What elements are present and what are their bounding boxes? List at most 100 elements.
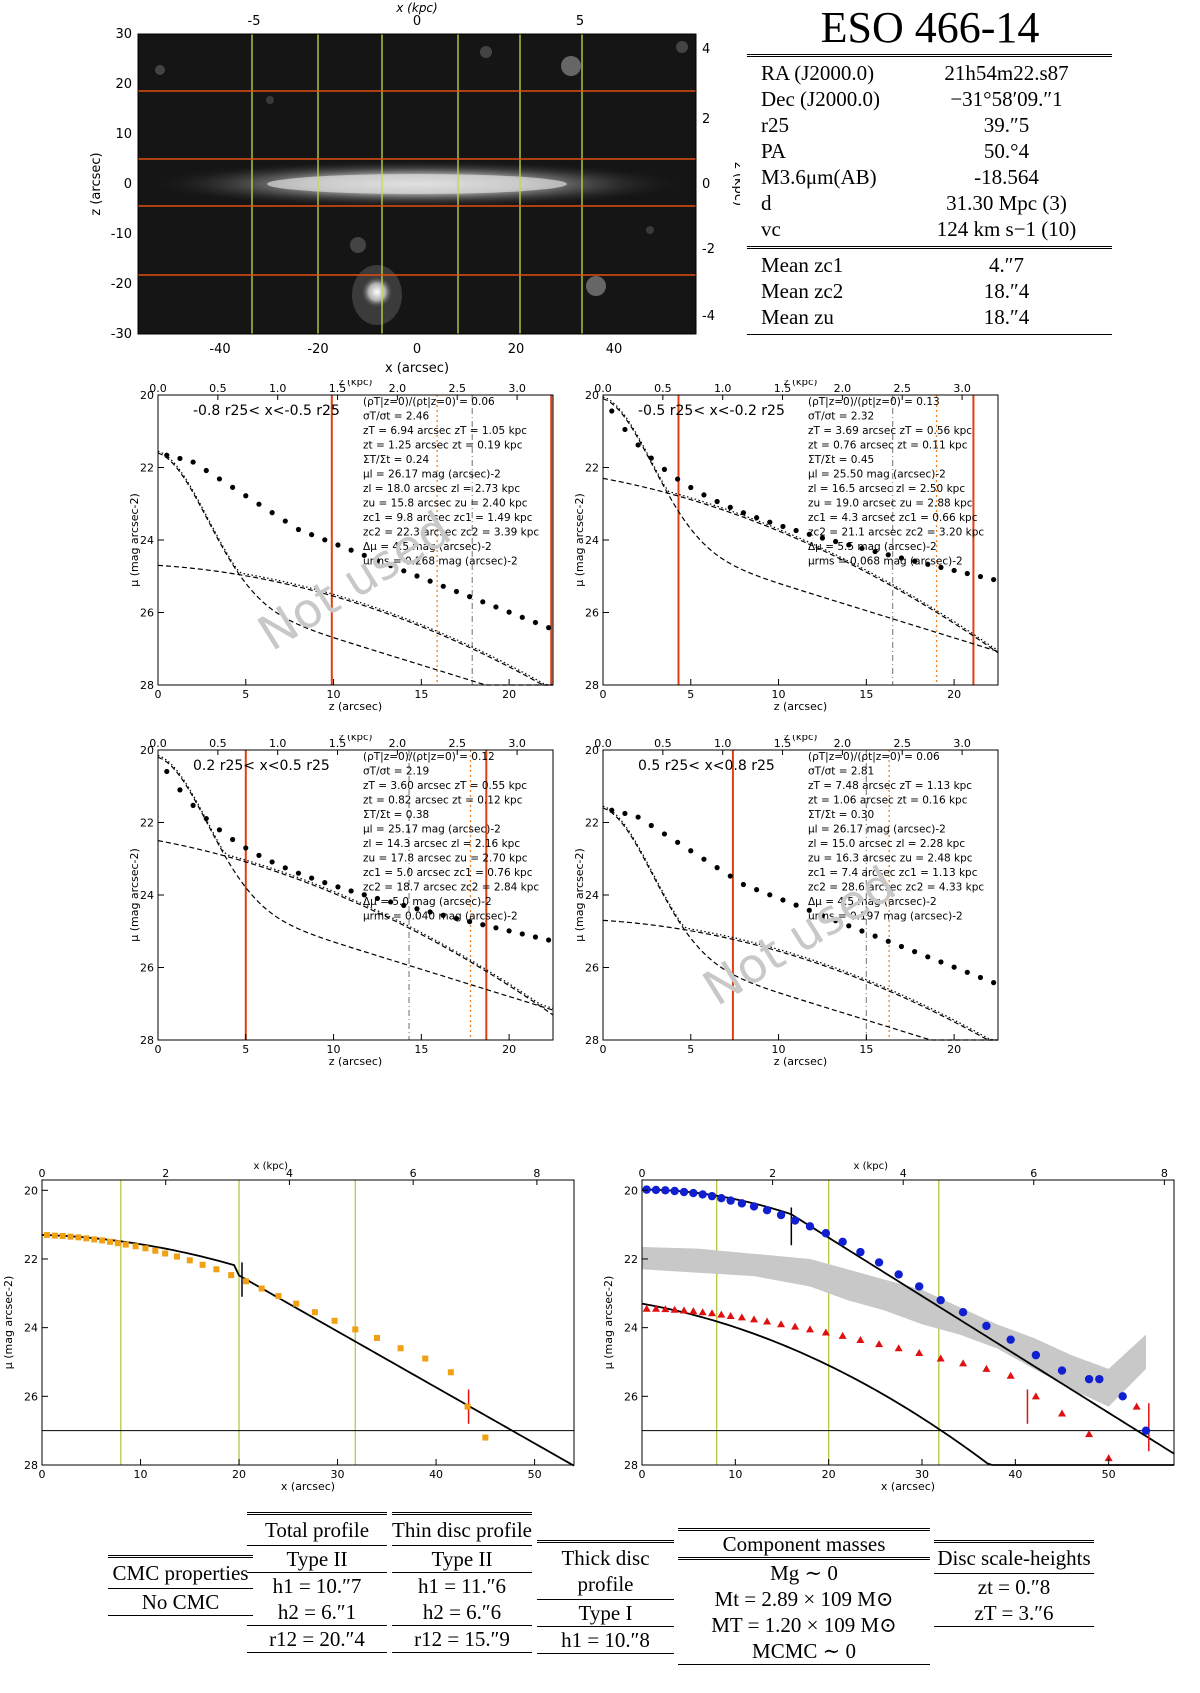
- property-row: vc 124 km s−1 (10): [747, 216, 1112, 242]
- profile-point: [335, 542, 341, 548]
- range-label: -0.8 r25< x<-0.5 r25: [193, 403, 340, 419]
- profile-point: [282, 865, 288, 871]
- svg-text:2.0: 2.0: [389, 737, 407, 750]
- property-value: 4.″7: [989, 253, 1024, 277]
- radial-point: [422, 1355, 429, 1362]
- property-row: r25 39.″5: [747, 112, 1112, 138]
- radial-point: [114, 1240, 121, 1247]
- fit-parameter: zc2 = 18.7 arcsec zc2 = 2.84 kpc: [363, 882, 539, 894]
- profile-point: [912, 558, 918, 564]
- profile-point: [519, 931, 525, 937]
- svg-text:2: 2: [769, 1167, 776, 1180]
- svg-text:20: 20: [502, 1043, 516, 1056]
- svg-text:z (arcsec): z (arcsec): [774, 1055, 827, 1068]
- profile-point: [885, 552, 891, 558]
- fit-parameter: (ρT|z=0)/(ρt|z=0) = 0.06: [808, 751, 940, 763]
- radial-point: [856, 1247, 865, 1257]
- radial-point: [1095, 1374, 1104, 1384]
- radial-point: [821, 1229, 831, 1238]
- fit-parameter: μl = 26.17 mag (arcsec)-2: [363, 469, 501, 481]
- svg-text:20: 20: [822, 1468, 836, 1481]
- fit-parameter: Δμ = 4.5 mag (arcsec)-2: [363, 541, 492, 553]
- profile-point: [427, 578, 433, 584]
- profile-point: [453, 915, 460, 922]
- fit-parameter: zl = 14.3 arcsec zl = 2.16 kpc: [363, 838, 520, 850]
- profile-point: [440, 583, 446, 589]
- svg-text:15: 15: [414, 688, 428, 701]
- profile-point: [401, 568, 407, 574]
- fit-parameter: zu = 17.8 arcsec zu = 2.70 kpc: [363, 853, 528, 865]
- radial-point: [894, 1344, 903, 1352]
- svg-text:20: 20: [947, 688, 961, 701]
- svg-text:0: 0: [413, 342, 421, 357]
- property-value: 18.″4: [983, 279, 1030, 303]
- fit-parameter: (ρT|z=0)/(ρt|z=0) = 0.12: [363, 751, 495, 763]
- radial-point: [99, 1237, 106, 1244]
- profile-point: [243, 493, 249, 499]
- svg-text:4: 4: [286, 1167, 293, 1180]
- profile-point: [819, 912, 826, 919]
- svg-text:28: 28: [585, 1034, 599, 1047]
- profile-point: [951, 567, 957, 574]
- property-row: PA 50.°4: [747, 138, 1112, 164]
- fit-parameter: zu = 16.3 arcsec zu = 2.48 kpc: [808, 853, 973, 865]
- svg-text:-4: -4: [702, 309, 715, 324]
- property-value: 50.°4: [983, 139, 1030, 163]
- svg-text:3.0: 3.0: [953, 382, 971, 395]
- profile-point: [546, 625, 552, 631]
- profile-point: [727, 873, 733, 879]
- svg-text:μ (mag arcsec-2): μ (mag arcsec-2): [575, 493, 586, 587]
- profile-point: [388, 563, 394, 569]
- radial-point: [75, 1234, 82, 1241]
- property-label: d: [761, 191, 772, 215]
- profile-point: [727, 504, 733, 510]
- property-value: -18.564: [974, 165, 1039, 189]
- svg-text:40: 40: [429, 1468, 443, 1481]
- svg-text:μ (mag arcsec-2): μ (mag arcsec-2): [602, 1276, 615, 1370]
- profile-point: [872, 548, 878, 555]
- profile-point: [661, 466, 668, 472]
- radial-point: [777, 1320, 786, 1328]
- radial-point: [122, 1241, 129, 1248]
- profile-point: [164, 452, 170, 458]
- svg-text:20: 20: [508, 342, 525, 357]
- profile-point: [964, 969, 970, 975]
- svg-text:24: 24: [585, 534, 599, 547]
- radial-point: [689, 1188, 698, 1198]
- svg-text:10: 10: [327, 1043, 341, 1056]
- svg-text:0.0: 0.0: [149, 737, 167, 750]
- radial-point: [698, 1190, 707, 1199]
- svg-text:5: 5: [687, 688, 694, 701]
- profile-point: [951, 964, 957, 970]
- profile-point: [648, 822, 654, 829]
- svg-text:10: 10: [134, 1468, 148, 1481]
- property-row: Mean zu 18.″4: [747, 304, 1112, 330]
- radial-point: [51, 1232, 58, 1239]
- profile-point: [256, 852, 262, 858]
- svg-text:10: 10: [728, 1468, 742, 1481]
- property-value: 21h54m22.s87: [944, 61, 1069, 85]
- profile-point: [675, 476, 681, 482]
- svg-text:0: 0: [155, 1043, 162, 1056]
- svg-text:-2: -2: [702, 242, 715, 257]
- galaxy-image-panel: x (kpc) -5 0 5 -40 -20 0 20 40 x (arcsec…: [90, 1, 740, 376]
- scale-heights-column: Disc scale-heights zt = 0.″8 zT = 3.″6: [934, 1540, 1094, 1627]
- svg-text:4: 4: [702, 42, 710, 57]
- svg-text:1.0: 1.0: [714, 382, 732, 395]
- property-value: −31°58′09.″1: [950, 87, 1063, 111]
- radial-point: [737, 1313, 746, 1321]
- radial-point: [242, 1278, 249, 1285]
- cmc-column: CMC properties No CMC: [108, 1555, 253, 1616]
- profile-point: [427, 909, 433, 915]
- radial-point: [791, 1322, 800, 1330]
- fit-parameter: zu = 15.8 arcsec zu = 2.40 kpc: [363, 498, 528, 510]
- svg-text:30: 30: [915, 1468, 929, 1481]
- radial-point: [806, 1325, 814, 1333]
- fit-parameter: zt = 1.06 arcsec zt = 0.16 kpc: [808, 795, 968, 807]
- svg-text:2: 2: [702, 112, 710, 127]
- radial-point: [838, 1331, 847, 1339]
- svg-text:24: 24: [24, 1322, 38, 1335]
- profile-point: [177, 787, 183, 793]
